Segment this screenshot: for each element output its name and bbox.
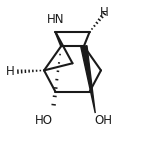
Text: HO: HO bbox=[35, 114, 53, 127]
Text: H: H bbox=[99, 6, 108, 19]
Text: HN: HN bbox=[47, 13, 64, 26]
Text: OH: OH bbox=[95, 114, 113, 127]
Text: H: H bbox=[6, 65, 14, 78]
Polygon shape bbox=[81, 46, 95, 113]
